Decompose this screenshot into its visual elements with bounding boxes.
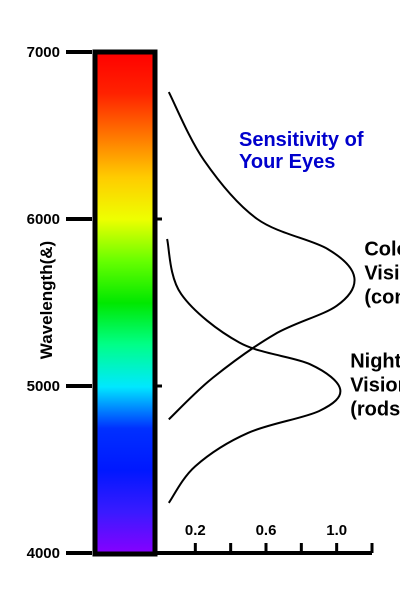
x-tick-label: 0.6 — [256, 522, 277, 539]
series-label: Vision — [364, 262, 400, 284]
spectrum-bar — [92, 49, 158, 557]
x-tick-label: 0.2 — [185, 522, 206, 539]
series-labels: ColorVision(cones)NightVision(rods) — [350, 238, 400, 420]
chart-title: Sensitivity of — [239, 129, 364, 151]
y-ticks: 4000 5000 6000 7000 — [27, 44, 162, 562]
y-tick-label: 6000 — [27, 211, 60, 228]
series-label: (rods) — [350, 398, 400, 420]
series-label: (cones) — [364, 286, 400, 308]
series-label: Vision — [350, 374, 400, 396]
x-tick-label: 1.0 — [326, 522, 347, 539]
series-label: Color — [364, 238, 400, 260]
y-tick-label: 5000 — [27, 378, 60, 395]
y-tick-label: 7000 — [27, 44, 60, 61]
y-axis-title: Wavelength(&) — [37, 241, 56, 359]
series-label: Night — [350, 350, 400, 372]
y-tick-label: 4000 — [27, 545, 60, 562]
chart-subtitle-line: Your Eyes — [239, 151, 335, 173]
cone-sensitivity-curve — [167, 91, 356, 421]
curves — [166, 91, 356, 504]
x-ticks: 0.2 0.6 1.0 — [185, 522, 374, 553]
rod-sensitivity-curve — [166, 238, 342, 504]
